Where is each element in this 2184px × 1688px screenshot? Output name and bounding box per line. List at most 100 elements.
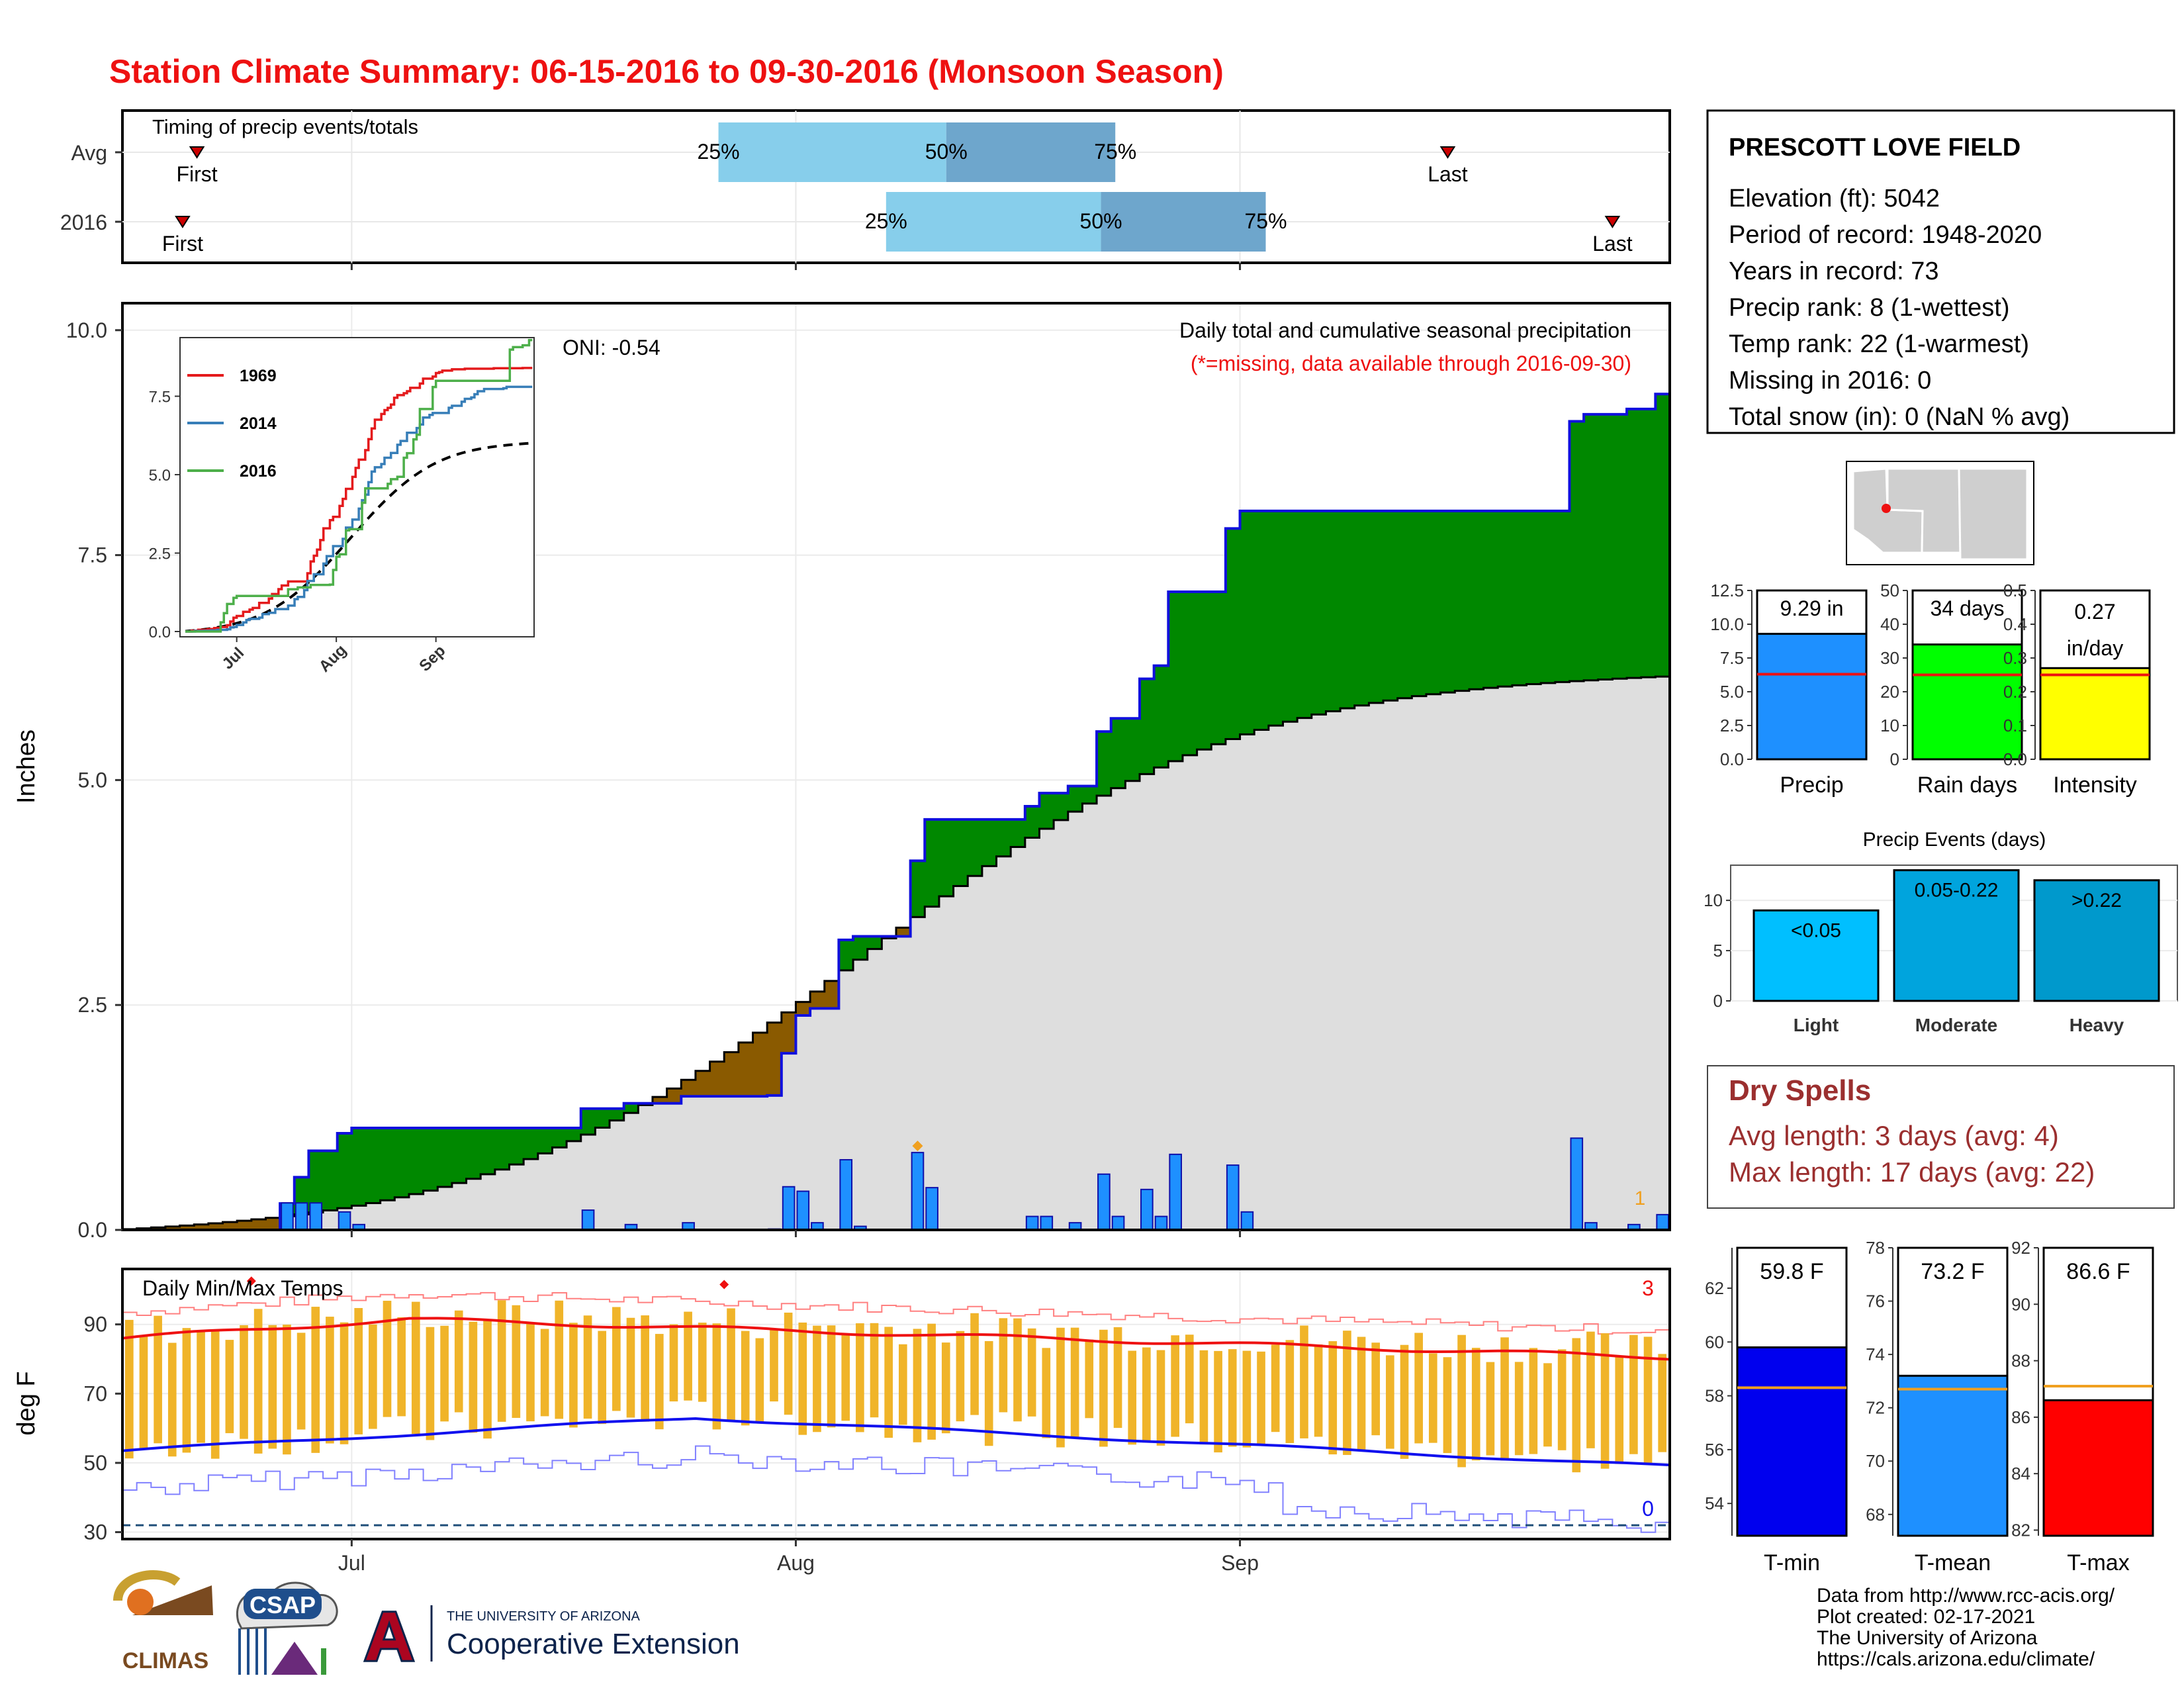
daily-temp-bar — [197, 1330, 205, 1443]
events-title: Precip Events (days) — [1863, 829, 2046, 851]
daily-temp-bar — [1271, 1344, 1280, 1432]
temp-bar-tick-label: 72 — [1866, 1398, 1885, 1418]
below-average-area — [237, 1221, 252, 1230]
daily-temp-bar — [984, 1340, 993, 1446]
above-average-area — [466, 1127, 481, 1179]
temp-bar-tick-label: 82 — [2011, 1520, 2030, 1540]
events-category-label: Heavy — [2070, 1015, 2124, 1035]
below-average-area — [767, 1022, 782, 1096]
daily-temp-bar — [1099, 1329, 1108, 1447]
daily-temp-bar — [1357, 1336, 1366, 1450]
record-high-marker — [246, 1276, 256, 1286]
daily-temp-bar — [1300, 1325, 1308, 1438]
above-average-area — [437, 1127, 453, 1188]
temperature-panel: 30 50 70 90 Daily Min/Max Temps 3 0 deg F J… — [13, 263, 1671, 1575]
credit-line: The University of Arizona — [1817, 1627, 2038, 1649]
above-average-area — [537, 1127, 553, 1154]
daily-temp-bar — [813, 1325, 821, 1432]
climas-logo-arc — [113, 1570, 181, 1601]
temp-bar-tick-label: 54 — [1705, 1493, 1724, 1513]
daily-temp-bar — [956, 1331, 965, 1422]
daily-temp-bar — [755, 1338, 764, 1423]
mini-bar-Rain days — [1911, 643, 2023, 761]
timing-first-label: First — [162, 232, 203, 256]
daily-temp-bar — [1343, 1331, 1351, 1455]
above-average-area — [1354, 510, 1369, 706]
above-average-area — [1311, 510, 1327, 715]
credit-line: Data from http://www.rcc-acis.org/ — [1817, 1585, 2115, 1607]
record-high-marker — [719, 1280, 729, 1289]
mini-bar-value-label: 34 days — [1930, 596, 2004, 620]
above-average-area — [1082, 786, 1097, 804]
temp-bar-tick-label: 90 — [2011, 1294, 2030, 1314]
daily-temp-bar — [1142, 1347, 1151, 1443]
precip-common-area — [122, 677, 1670, 1230]
daily-temp-bar — [1543, 1363, 1552, 1447]
daily-temp-bar — [913, 1329, 922, 1442]
above-average-area — [1111, 718, 1126, 788]
daily-temp-bar — [1643, 1336, 1653, 1465]
events-bar-Heavy — [2033, 879, 2160, 1002]
daily-temp-bar — [884, 1327, 893, 1438]
daily-temp-bar — [397, 1317, 406, 1417]
below-average-area — [695, 1070, 711, 1097]
csap-logo-mountain — [271, 1642, 318, 1675]
events-bar-Light — [1752, 909, 1880, 1002]
daily-precip-bars — [281, 1137, 1669, 1231]
daily-precip-bar — [1140, 1188, 1154, 1231]
daily-temp-bar — [225, 1340, 234, 1434]
timing-first-marker — [189, 146, 205, 159]
month-tick-label: Aug — [777, 1551, 815, 1575]
above-average-area — [1655, 394, 1670, 677]
timing-q75-label: 75% — [1094, 140, 1136, 164]
daily-temp-bar — [469, 1321, 478, 1433]
temp-bar-category-label: T-min — [1764, 1550, 1820, 1575]
daily-temp-bar — [583, 1315, 592, 1419]
daily-temp-bar — [1185, 1335, 1194, 1424]
temp-bar-tick-label: 92 — [2011, 1238, 2030, 1258]
csap-logo-badge — [244, 1589, 322, 1619]
mini-bar-tick-label: 0.0 — [1720, 749, 1744, 769]
temp-y-tick-label: 30 — [83, 1521, 107, 1544]
csap-logo: CSAP — [236, 1581, 338, 1675]
above-average-area — [1369, 510, 1384, 703]
below-average-area — [179, 1225, 195, 1230]
inset-legend: 1969 2014 2016 — [187, 367, 277, 481]
above-average-area — [423, 1127, 438, 1191]
above-average-area — [394, 1127, 410, 1197]
above-average-area — [1383, 510, 1398, 701]
below-average-area — [824, 980, 840, 1009]
mini-bar-tick-label: 0.3 — [2003, 648, 2027, 668]
daily-temp-bar — [727, 1308, 735, 1421]
daily-temp-bar — [1486, 1362, 1495, 1456]
above-average-area — [1340, 510, 1355, 708]
timing-q50-q75-bar — [1101, 192, 1266, 252]
mini-bar-tick-label: 40 — [1880, 614, 1899, 634]
daily-temp-bar — [1428, 1353, 1437, 1443]
mini-bar-tick-label: 7.5 — [1720, 648, 1744, 668]
above-average-area — [567, 1127, 582, 1141]
events-bar-label: >0.22 — [2071, 890, 2122, 912]
below-average-area — [681, 1080, 696, 1097]
daily-temp-bar — [125, 1319, 134, 1459]
daily-precip-bar — [338, 1211, 351, 1231]
daily-temp-bar — [1257, 1351, 1265, 1446]
inset-legend-label: 1969 — [240, 367, 277, 385]
above-average-area — [366, 1127, 381, 1203]
above-average-area — [451, 1127, 467, 1184]
timing-q75-label: 75% — [1244, 209, 1287, 233]
daily-temp-bar — [1171, 1335, 1179, 1437]
above-average-area — [1011, 819, 1026, 847]
above-average-area — [1297, 510, 1312, 718]
above-average-area — [1125, 718, 1140, 781]
daily-temp-bar — [927, 1323, 936, 1440]
station-detail-line: Elevation (ft): 5042 — [1729, 185, 1940, 212]
daily-temp-bar — [1042, 1348, 1051, 1438]
daily-temp-bar — [770, 1328, 778, 1402]
events-category-label: Light — [1794, 1015, 1839, 1035]
daily-temp-bar — [641, 1315, 649, 1422]
daily-temp-bar — [283, 1325, 291, 1455]
record-high-count: 3 — [1642, 1276, 1654, 1300]
below-average-area — [752, 1032, 768, 1097]
